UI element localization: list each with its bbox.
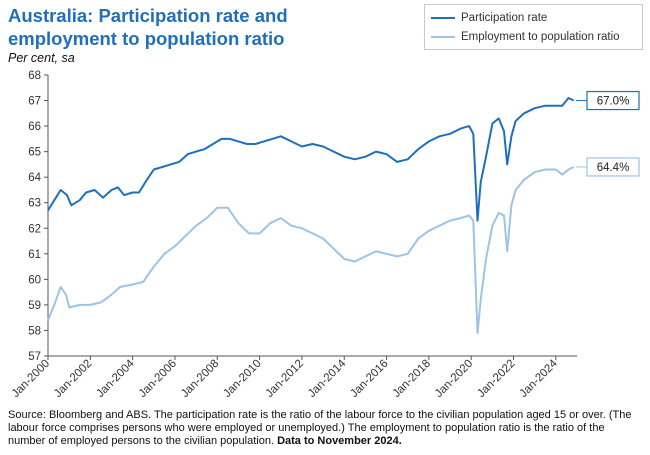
y-tick-label: 66 bbox=[28, 121, 41, 133]
line-chart: 57 58 59 60 61 62 63 64 65 66 67 68 Jan-2000 Jan-2002… bbox=[10, 70, 640, 400]
footer-note: Source: Bloomberg and ABS. The participa… bbox=[8, 409, 644, 448]
y-tick-label: 68 bbox=[28, 70, 41, 82]
legend: Participation rate Employment to populat… bbox=[424, 4, 643, 50]
legend-label-participation: Participation rate bbox=[461, 12, 548, 24]
y-tick-label: 59 bbox=[28, 300, 41, 312]
y-tick-label: 62 bbox=[28, 223, 41, 235]
y-tick-label: 67 bbox=[28, 96, 41, 108]
participation-end-label: 67.0% bbox=[597, 96, 630, 108]
legend-label-employment: Employment to population ratio bbox=[461, 31, 620, 43]
x-tick-label: Jan-2008 bbox=[179, 358, 221, 400]
x-tick-label: Jan-2002 bbox=[52, 358, 94, 400]
data-note: Data to November 2024. bbox=[277, 435, 402, 447]
employment-end-label: 64.4% bbox=[597, 162, 630, 174]
source-text: Source: Bloomberg and ABS. The participa… bbox=[8, 409, 632, 447]
employment-ratio-line bbox=[47, 166, 575, 334]
y-tick-label: 63 bbox=[28, 198, 41, 210]
participation-rate-line bbox=[47, 97, 575, 222]
y-axis-unit-label: Per cent, sa bbox=[8, 51, 75, 65]
legend-item-employment: Employment to population ratio bbox=[431, 29, 620, 45]
x-tick-label: Jan-2012 bbox=[264, 358, 306, 400]
legend-swatch-employment bbox=[431, 36, 455, 38]
x-tick-label: Jan-2004 bbox=[94, 357, 137, 400]
x-tick-label: Jan-2010 bbox=[221, 358, 263, 400]
legend-swatch-participation bbox=[431, 17, 455, 19]
y-tick-label: 60 bbox=[28, 274, 41, 286]
x-tick-label: Jan-2016 bbox=[348, 358, 390, 400]
y-tick-label: 57 bbox=[28, 351, 41, 363]
x-tick-label: Jan-2006 bbox=[137, 358, 179, 400]
legend-item-participation: Participation rate bbox=[431, 10, 547, 26]
x-tick-label: Jan-2018 bbox=[391, 358, 433, 400]
participation-callout-box bbox=[586, 90, 640, 111]
x-tick-label: Jan-2022 bbox=[475, 358, 517, 400]
x-tick-label: Jan-2024 bbox=[518, 357, 561, 400]
x-tick-label: Jan-2000 bbox=[10, 358, 52, 400]
x-tick-label: Jan-2014 bbox=[306, 357, 349, 400]
y-tick-label: 64 bbox=[28, 172, 41, 184]
x-tick-label: Jan-2020 bbox=[433, 358, 475, 400]
chart-title: Australia: Participation rate and employ… bbox=[8, 5, 288, 49]
y-tick-label: 61 bbox=[28, 249, 41, 261]
y-tick-label: 65 bbox=[28, 147, 41, 159]
y-tick-label: 58 bbox=[28, 325, 41, 337]
employment-callout-box bbox=[586, 157, 640, 177]
